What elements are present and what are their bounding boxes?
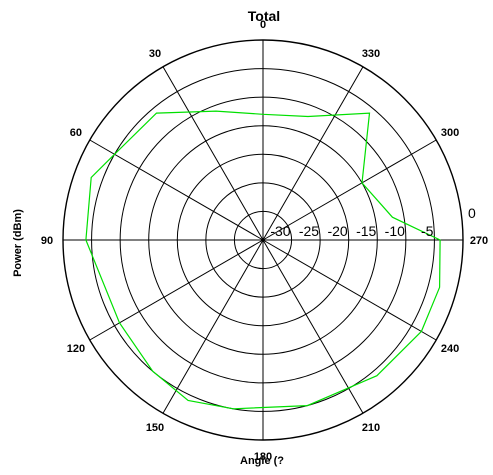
- angle-tick-label: 0: [260, 19, 266, 31]
- radial-tick-label: 0: [468, 205, 476, 221]
- angle-tick-label: 300: [441, 127, 459, 139]
- radial-tick-labels: -30 -25 -20 -15 -10 -5 0: [270, 205, 476, 239]
- grid-spoke: [262, 66, 364, 241]
- angle-tick-label: 60: [70, 127, 82, 139]
- angular-grid: [63, 40, 463, 440]
- radial-tick-label: -10: [385, 223, 405, 239]
- chart-title: Total: [248, 8, 280, 24]
- series-line: [85, 110, 441, 410]
- radial-tick-label: -15: [356, 223, 376, 239]
- radial-tick-label: -20: [327, 223, 347, 239]
- angle-tick-label: 330: [362, 48, 380, 60]
- grid-spoke: [262, 239, 364, 414]
- angle-tick-label: 90: [41, 235, 53, 247]
- angle-tick-label: 30: [149, 48, 161, 60]
- angle-tick-label: 270: [470, 235, 488, 247]
- angle-tick-label: 180: [254, 451, 272, 463]
- angle-tick-labels: 0 30 60 90 120 150 180 210 240 270 300 330: [41, 19, 488, 463]
- y-axis-label: Power (dBm): [12, 209, 24, 277]
- radial-tick-label: -25: [299, 223, 319, 239]
- grid-spoke: [89, 239, 264, 341]
- radial-tick-label: -30: [270, 223, 290, 239]
- angle-tick-label: 210: [362, 422, 380, 434]
- angle-tick-label: 120: [67, 343, 85, 355]
- x-axis-label: Angle (?: [240, 455, 284, 467]
- angle-tick-label: 240: [441, 343, 459, 355]
- series-layer: [85, 110, 441, 410]
- grid-spoke: [262, 139, 437, 241]
- angle-tick-label: 150: [146, 422, 164, 434]
- grid-spoke: [89, 139, 264, 241]
- grid-spoke: [262, 239, 437, 341]
- grid-spoke: [162, 66, 264, 241]
- grid-spoke: [162, 239, 264, 414]
- radial-tick-label: -5: [421, 223, 434, 239]
